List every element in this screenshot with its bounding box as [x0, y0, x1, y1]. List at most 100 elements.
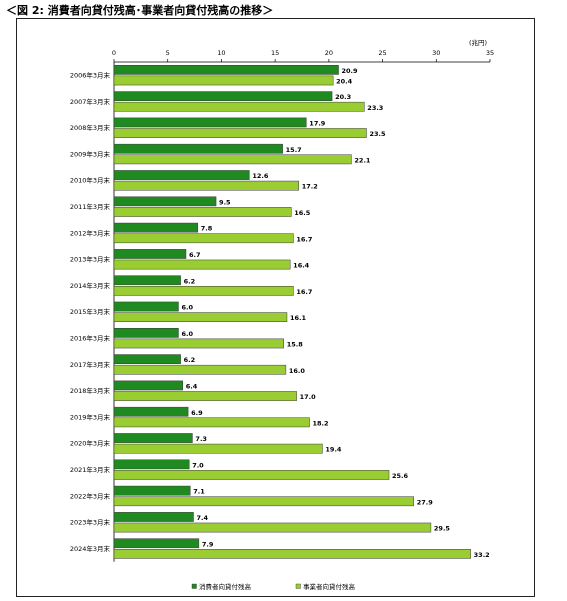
- consumer-bar-16: [113, 485, 191, 496]
- business-bar-17: [113, 522, 432, 533]
- category-label-3: 2009年3月末: [70, 149, 111, 158]
- category-label-8: 2014年3月末: [70, 281, 111, 290]
- category-label-15: 2021年3月末: [70, 465, 111, 474]
- business-bar-13: [113, 417, 310, 428]
- category-label-6: 2012年3月末: [70, 228, 111, 237]
- business-value-label-2: 23.5: [369, 130, 386, 138]
- consumer-value-label-13: 6.9: [191, 409, 203, 417]
- consumer-value-label-1: 20.3: [335, 93, 351, 101]
- business-value-label-15: 25.6: [392, 472, 409, 480]
- consumer-bar-0: [113, 65, 339, 75]
- business-value-label-14: 19.4: [325, 446, 342, 454]
- business-bar-0: [113, 75, 334, 86]
- x-tick-label-7: 35: [486, 49, 494, 57]
- business-bar-16: [113, 496, 414, 507]
- x-tick-label-4: 20: [325, 49, 333, 57]
- axis-unit-label: (兆円): [469, 38, 487, 47]
- category-label-14: 2020年3月末: [70, 439, 111, 448]
- consumer-value-label-14: 7.3: [195, 435, 207, 443]
- legend-swatch-0: [191, 583, 197, 589]
- business-value-label-6: 16.7: [296, 235, 312, 243]
- business-bar-7: [113, 259, 291, 270]
- business-bar-15: [113, 470, 390, 480]
- chart-frame: [16, 18, 535, 597]
- business-value-label-1: 23.3: [367, 104, 383, 112]
- consumer-value-label-17: 7.4: [196, 514, 208, 522]
- category-label-9: 2015年3月末: [70, 307, 111, 316]
- consumer-bar-4: [113, 170, 250, 180]
- consumer-bar-12: [113, 380, 184, 391]
- consumer-value-label-15: 7.0: [192, 461, 204, 469]
- consumer-bar-11: [113, 354, 181, 364]
- consumer-value-label-5: 9.5: [219, 198, 231, 206]
- business-bar-14: [113, 443, 323, 454]
- business-bar-5: [113, 207, 292, 217]
- x-tick-label-0: 0: [112, 49, 116, 57]
- business-value-label-18: 33.2: [474, 551, 490, 559]
- business-value-label-12: 17.0: [300, 393, 317, 401]
- legend-label-1: 事業者向貸付残高: [303, 582, 356, 591]
- category-label-0: 2006年3月末: [70, 70, 111, 79]
- consumer-value-label-6: 7.8: [201, 225, 213, 233]
- consumer-value-label-9: 6.0: [181, 304, 193, 312]
- business-value-label-13: 18.2: [313, 419, 329, 427]
- consumer-value-label-3: 15.7: [286, 146, 302, 154]
- consumer-bar-2: [113, 117, 307, 128]
- business-value-label-17: 29.5: [434, 525, 451, 533]
- x-tick-label-6: 30: [432, 49, 440, 57]
- consumer-value-label-0: 20.9: [342, 67, 359, 75]
- category-label-7: 2013年3月末: [70, 255, 111, 264]
- business-bar-11: [113, 364, 287, 375]
- category-label-4: 2010年3月末: [70, 176, 111, 185]
- business-value-label-11: 16.0: [289, 367, 306, 375]
- legend-swatch-1: [295, 583, 301, 589]
- consumer-bar-18: [113, 538, 200, 549]
- category-label-17: 2023年3月末: [70, 518, 111, 527]
- x-tick-label-2: 10: [217, 49, 225, 57]
- business-value-label-7: 16.4: [293, 262, 310, 270]
- consumer-bar-8: [113, 275, 181, 286]
- consumer-value-label-4: 12.6: [252, 172, 269, 180]
- consumer-value-label-7: 6.7: [189, 251, 201, 259]
- business-value-label-4: 17.2: [302, 183, 318, 191]
- business-bar-10: [113, 338, 284, 349]
- category-label-5: 2011年3月末: [70, 202, 111, 211]
- business-bar-12: [113, 391, 297, 401]
- business-value-label-3: 22.1: [354, 156, 371, 164]
- figure-caption: ＜図 2: 消費者向貸付残高･事業者向貸付残高の推移＞: [6, 4, 274, 17]
- consumer-value-label-18: 7.9: [202, 540, 214, 548]
- x-tick-label-5: 25: [378, 49, 386, 57]
- consumer-bar-3: [113, 143, 283, 154]
- business-bar-2: [113, 128, 367, 138]
- consumer-bar-9: [113, 301, 179, 312]
- consumer-value-label-16: 7.1: [193, 488, 205, 496]
- business-bar-9: [113, 312, 288, 322]
- category-label-12: 2018年3月末: [70, 386, 111, 395]
- x-tick-label-3: 15: [271, 49, 279, 57]
- category-label-18: 2024年3月末: [70, 544, 111, 553]
- consumer-value-label-12: 6.4: [186, 382, 198, 390]
- consumer-bar-10: [113, 328, 179, 338]
- business-value-label-8: 16.7: [296, 288, 312, 296]
- business-bar-18: [113, 549, 471, 559]
- category-label-16: 2022年3月末: [70, 491, 111, 500]
- consumer-value-label-2: 17.9: [309, 119, 326, 127]
- consumer-value-label-8: 6.2: [184, 277, 196, 285]
- business-bar-4: [113, 180, 300, 191]
- consumer-bar-5: [113, 196, 217, 207]
- consumer-bar-1: [113, 91, 333, 102]
- business-bar-1: [113, 101, 365, 112]
- business-bar-3: [113, 154, 352, 165]
- business-value-label-0: 20.4: [336, 77, 353, 85]
- consumer-bar-14: [113, 433, 193, 443]
- category-label-11: 2017年3月末: [70, 360, 111, 369]
- business-bar-6: [113, 233, 294, 244]
- business-value-label-16: 27.9: [417, 498, 434, 506]
- legend-label-0: 消費者向貸付残高: [199, 582, 252, 591]
- business-value-label-5: 16.5: [294, 209, 311, 217]
- consumer-value-label-10: 6.0: [181, 330, 193, 338]
- consumer-bar-7: [113, 249, 187, 259]
- category-label-2: 2008年3月末: [70, 123, 111, 132]
- business-bar-8: [113, 286, 294, 296]
